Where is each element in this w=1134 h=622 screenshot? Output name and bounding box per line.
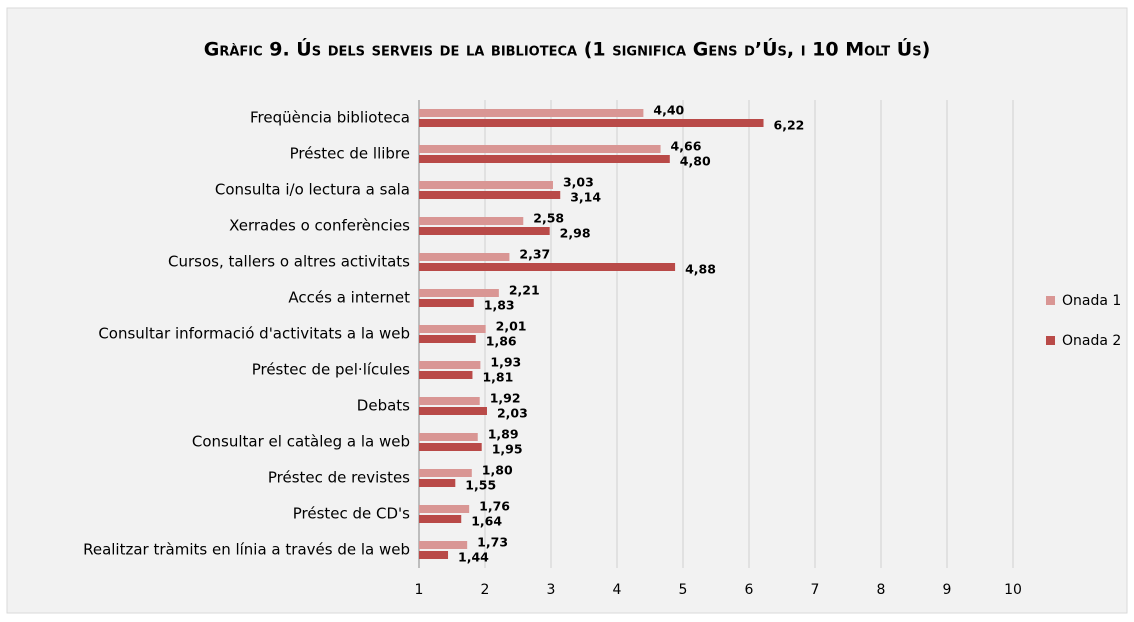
value-label: 1,76	[479, 499, 510, 514]
x-tick-label: 6	[745, 582, 754, 598]
bar	[419, 433, 478, 441]
chart-title: Gràfic 9. Ús dels serveis de la bibliote…	[204, 37, 931, 61]
value-label: 2,37	[519, 247, 550, 262]
legend-swatch	[1046, 336, 1055, 345]
value-label: 1,92	[490, 391, 521, 406]
value-label: 6,22	[774, 118, 805, 133]
value-label: 1,55	[465, 478, 496, 493]
bar	[419, 397, 480, 405]
bar	[419, 407, 487, 415]
value-label: 1,83	[484, 298, 515, 313]
bar	[419, 253, 510, 261]
value-label: 1,86	[486, 334, 517, 349]
value-label: 4,66	[671, 139, 702, 154]
y-tick-label: Préstec de CD's	[293, 505, 410, 523]
y-tick-label: Accés a internet	[288, 289, 410, 307]
x-tick-label: 9	[943, 582, 952, 598]
value-label: 1,89	[488, 427, 519, 442]
bar	[419, 443, 482, 451]
bar	[419, 227, 550, 235]
value-label: 1,64	[471, 514, 502, 529]
value-label: 1,73	[477, 535, 508, 550]
chart-background	[6, 7, 1128, 614]
bar	[419, 217, 524, 225]
value-label: 4,40	[653, 103, 684, 118]
bar	[419, 551, 449, 559]
bar	[419, 119, 764, 127]
value-label: 2,01	[496, 319, 527, 334]
bar	[419, 371, 473, 379]
y-tick-label: Préstec de llibre	[290, 145, 410, 163]
x-tick-label: 10	[1004, 582, 1022, 598]
y-tick-label: Debats	[357, 397, 410, 415]
value-label: 4,80	[680, 154, 711, 169]
y-tick-label: Préstec de pel·lícules	[252, 361, 410, 379]
x-tick-label: 8	[877, 582, 886, 598]
x-tick-label: 7	[811, 582, 820, 598]
bar	[419, 515, 462, 523]
value-label: 2,21	[509, 283, 540, 298]
legend-label: Onada 2	[1062, 333, 1121, 349]
value-label: 2,58	[533, 211, 564, 226]
value-label: 1,44	[458, 550, 489, 565]
y-tick-label: Consultar informació d'activitats a la w…	[98, 325, 410, 343]
y-tick-label: Cursos, tallers o altres activitats	[168, 253, 410, 271]
x-tick-label: 4	[613, 582, 622, 598]
y-tick-label: Consultar el catàleg a la web	[192, 433, 410, 451]
bar	[419, 181, 553, 189]
bar	[419, 155, 670, 163]
y-tick-label: Xerrades o conferències	[229, 217, 410, 235]
bar	[419, 469, 472, 477]
legend-label: Onada 1	[1062, 293, 1121, 309]
bar	[419, 541, 468, 549]
value-label: 1,95	[492, 442, 523, 457]
value-label: 3,14	[570, 190, 601, 205]
bar	[419, 479, 456, 487]
y-tick-label: Freqüència biblioteca	[250, 109, 410, 127]
y-tick-label: Realitzar tràmits en línia a través de l…	[83, 541, 410, 559]
value-label: 3,03	[563, 175, 594, 190]
x-tick-label: 5	[679, 582, 688, 598]
value-label: 2,03	[497, 406, 528, 421]
x-tick-label: 3	[547, 582, 556, 598]
bar	[419, 325, 486, 333]
value-label: 4,88	[685, 262, 716, 277]
x-tick-label: 1	[415, 582, 424, 598]
bar	[419, 145, 661, 153]
bar	[419, 109, 644, 117]
bar	[419, 191, 561, 199]
legend-swatch	[1046, 296, 1055, 305]
x-tick-label: 2	[481, 582, 490, 598]
bar	[419, 505, 470, 513]
value-label: 1,81	[482, 370, 513, 385]
bar	[419, 361, 481, 369]
bar	[419, 263, 676, 271]
y-tick-label: Préstec de revistes	[268, 469, 410, 487]
bar	[419, 289, 499, 297]
bar	[419, 335, 476, 343]
value-label: 1,93	[490, 355, 521, 370]
y-tick-label: Consulta i/o lectura a sala	[215, 181, 410, 199]
bar	[419, 299, 474, 307]
value-label: 2,98	[560, 226, 591, 241]
value-label: 1,80	[482, 463, 513, 478]
